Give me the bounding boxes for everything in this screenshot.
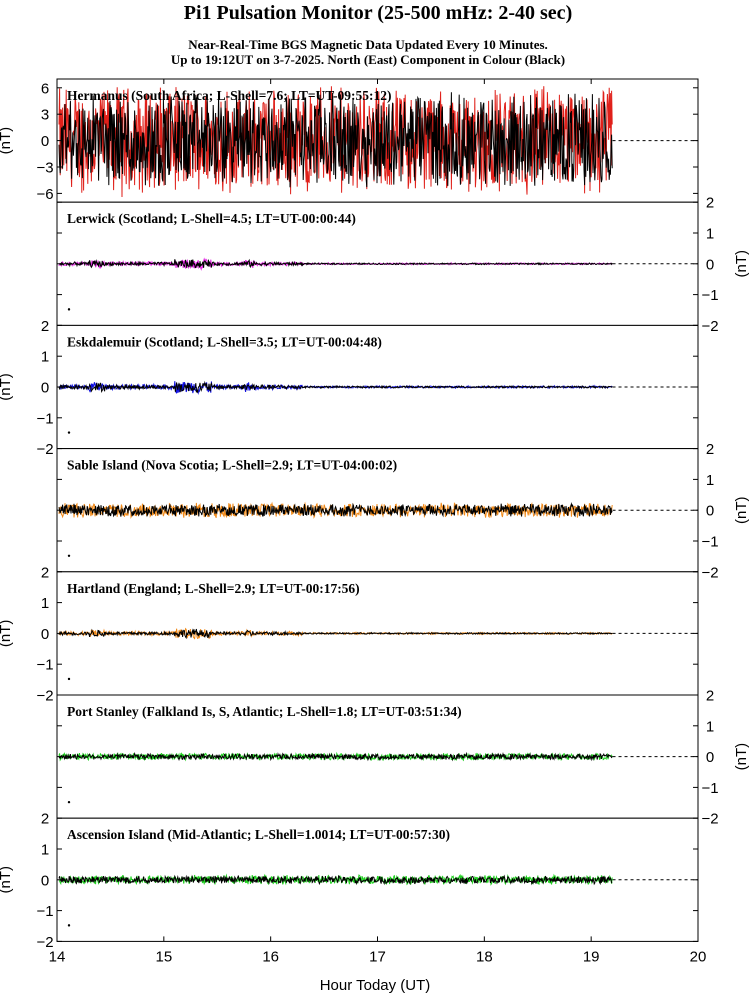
x-tick-label: 14 xyxy=(49,948,66,965)
y-tick-label: 0 xyxy=(706,749,714,766)
y-tick-label: 0 xyxy=(706,503,714,520)
panel-dot xyxy=(67,308,71,311)
y-tick-label: 0 xyxy=(41,380,49,397)
panel-dot xyxy=(67,800,71,804)
y-tick-label: −1 xyxy=(36,657,53,674)
y-tick-label: −2 xyxy=(36,441,53,458)
chart-title: Pi1 Pulsation Monitor (25-500 mHz: 2-40 … xyxy=(184,2,572,24)
y-tick-label: −2 xyxy=(701,564,718,581)
chart-subtitle-line-2: Up to 19:12UT on 3-7-2025. North (East) … xyxy=(171,52,565,67)
y-tick-label: −2 xyxy=(701,811,718,828)
station-label: Ascension Island (Mid-Atlantic; L-Shell=… xyxy=(67,827,450,842)
east-component-trace xyxy=(58,628,613,640)
east-component-trace xyxy=(58,92,613,188)
east-component-trace xyxy=(58,380,613,394)
y-tick-label: 2 xyxy=(706,441,714,458)
y-unit-label: (nT) xyxy=(0,620,14,648)
y-tick-label: −1 xyxy=(701,287,718,304)
y-tick-label: 2 xyxy=(41,318,49,335)
x-axis-label: Hour Today (UT) xyxy=(320,977,431,994)
y-tick-label: 2 xyxy=(41,811,49,828)
panel-dot xyxy=(67,924,71,927)
y-tick-label: −3 xyxy=(36,160,53,177)
y-unit-label: (nT) xyxy=(733,250,750,278)
y-tick-label: −1 xyxy=(701,780,718,797)
x-tick-label: 15 xyxy=(155,948,172,965)
panels-group: Hermanus (South Africa; L-Shell=7.6; LT=… xyxy=(0,78,750,951)
y-tick-label: 2 xyxy=(706,195,714,212)
y-tick-label: 6 xyxy=(41,80,49,97)
y-tick-label: 0 xyxy=(41,626,49,643)
y-tick-label: −1 xyxy=(36,903,53,920)
y-tick-label: −1 xyxy=(701,534,718,551)
y-tick-label: −6 xyxy=(36,186,53,203)
panel-dot xyxy=(67,677,71,681)
y-tick-label: 1 xyxy=(41,842,49,859)
chart-subtitle-line-1: Near-Real-Time BGS Magnetic Data Updated… xyxy=(188,37,548,52)
station-label: Sable Island (Nova Scotia; L-Shell=2.9; … xyxy=(67,458,397,473)
y-tick-label: 3 xyxy=(41,107,49,124)
x-tick-label: 17 xyxy=(369,948,386,965)
x-tick-label: 19 xyxy=(583,948,600,965)
station-label: Lerwick (Scotland; L-Shell=4.5; LT=UT-00… xyxy=(67,211,356,226)
y-tick-label: 1 xyxy=(706,718,714,735)
x-tick-label: 18 xyxy=(476,948,493,965)
y-tick-label: 0 xyxy=(706,256,714,273)
y-tick-label: 0 xyxy=(41,872,49,889)
x-tick-label: 20 xyxy=(690,948,707,965)
x-tick-label: 16 xyxy=(262,948,279,965)
y-unit-label: (nT) xyxy=(0,866,14,894)
y-tick-label: 2 xyxy=(706,688,714,705)
y-tick-label: −1 xyxy=(36,410,53,427)
x-axis: 14 15 16 17 18 19 20 xyxy=(49,79,707,965)
y-unit-label: (nT) xyxy=(733,496,750,524)
east-component-trace xyxy=(58,501,613,518)
y-tick-label: 2 xyxy=(41,564,49,581)
station-label: Hartland (England; L-Shell=2.9; LT=UT-00… xyxy=(67,581,360,596)
east-component-trace xyxy=(58,258,613,269)
y-unit-label: (nT) xyxy=(733,743,750,771)
y-tick-label: −2 xyxy=(701,318,718,335)
y-tick-label: −2 xyxy=(36,688,53,705)
station-label: Port Stanley (Falkland Is, S, Atlantic; … xyxy=(67,704,462,719)
east-component-trace xyxy=(58,874,613,886)
panel-dot xyxy=(67,431,71,434)
y-tick-label: 0 xyxy=(41,133,49,150)
y-tick-label: 1 xyxy=(706,226,714,243)
station-label: Hermanus (South Africa; L-Shell=7.6; LT=… xyxy=(67,88,392,103)
east-component-trace xyxy=(58,751,613,762)
y-unit-label: (nT) xyxy=(0,127,14,155)
y-unit-label: (nT) xyxy=(0,373,14,401)
station-label: Eskdalemuir (Scotland; L-Shell=3.5; LT=U… xyxy=(67,334,382,349)
y-tick-label: 1 xyxy=(706,472,714,489)
y-tick-label: 1 xyxy=(41,595,49,612)
y-tick-label: 1 xyxy=(41,349,49,366)
panel-dot xyxy=(67,554,71,557)
y-tick-label: −2 xyxy=(36,934,53,951)
